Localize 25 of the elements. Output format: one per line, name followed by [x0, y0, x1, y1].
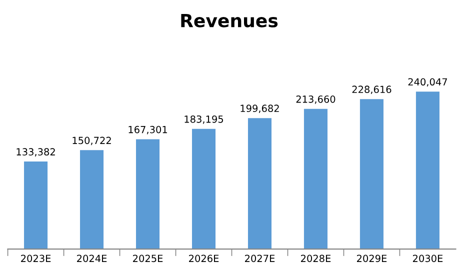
data-label: 228,616 — [352, 86, 392, 94]
bar — [360, 99, 384, 250]
x-tick-label: 2023E — [21, 254, 51, 262]
bar — [80, 150, 104, 250]
x-tick-label: 2029E — [356, 254, 387, 262]
x-tick-label: 2025E — [133, 254, 163, 262]
x-tick-label: 2030E — [412, 254, 443, 262]
bar — [136, 139, 160, 250]
data-label: 167,301 — [128, 126, 167, 134]
bar — [416, 92, 440, 250]
bar — [304, 108, 328, 250]
bar — [24, 162, 48, 250]
x-tick-label: 2024E — [77, 254, 107, 262]
chart-title: Revenues — [181, 14, 278, 28]
bar — [192, 128, 216, 250]
bar — [248, 118, 272, 250]
data-label: 213,660 — [296, 95, 336, 104]
data-label: 199,682 — [240, 104, 279, 114]
x-tick-label: 2028E — [301, 254, 331, 262]
data-label: 183,195 — [184, 115, 224, 124]
x-tick-label: 2026E — [189, 254, 219, 262]
data-label: 133,382 — [16, 148, 55, 156]
data-label: 240,047 — [408, 78, 447, 87]
x-tick-label: 2027E — [245, 254, 275, 262]
data-label: 150,722 — [72, 136, 111, 146]
